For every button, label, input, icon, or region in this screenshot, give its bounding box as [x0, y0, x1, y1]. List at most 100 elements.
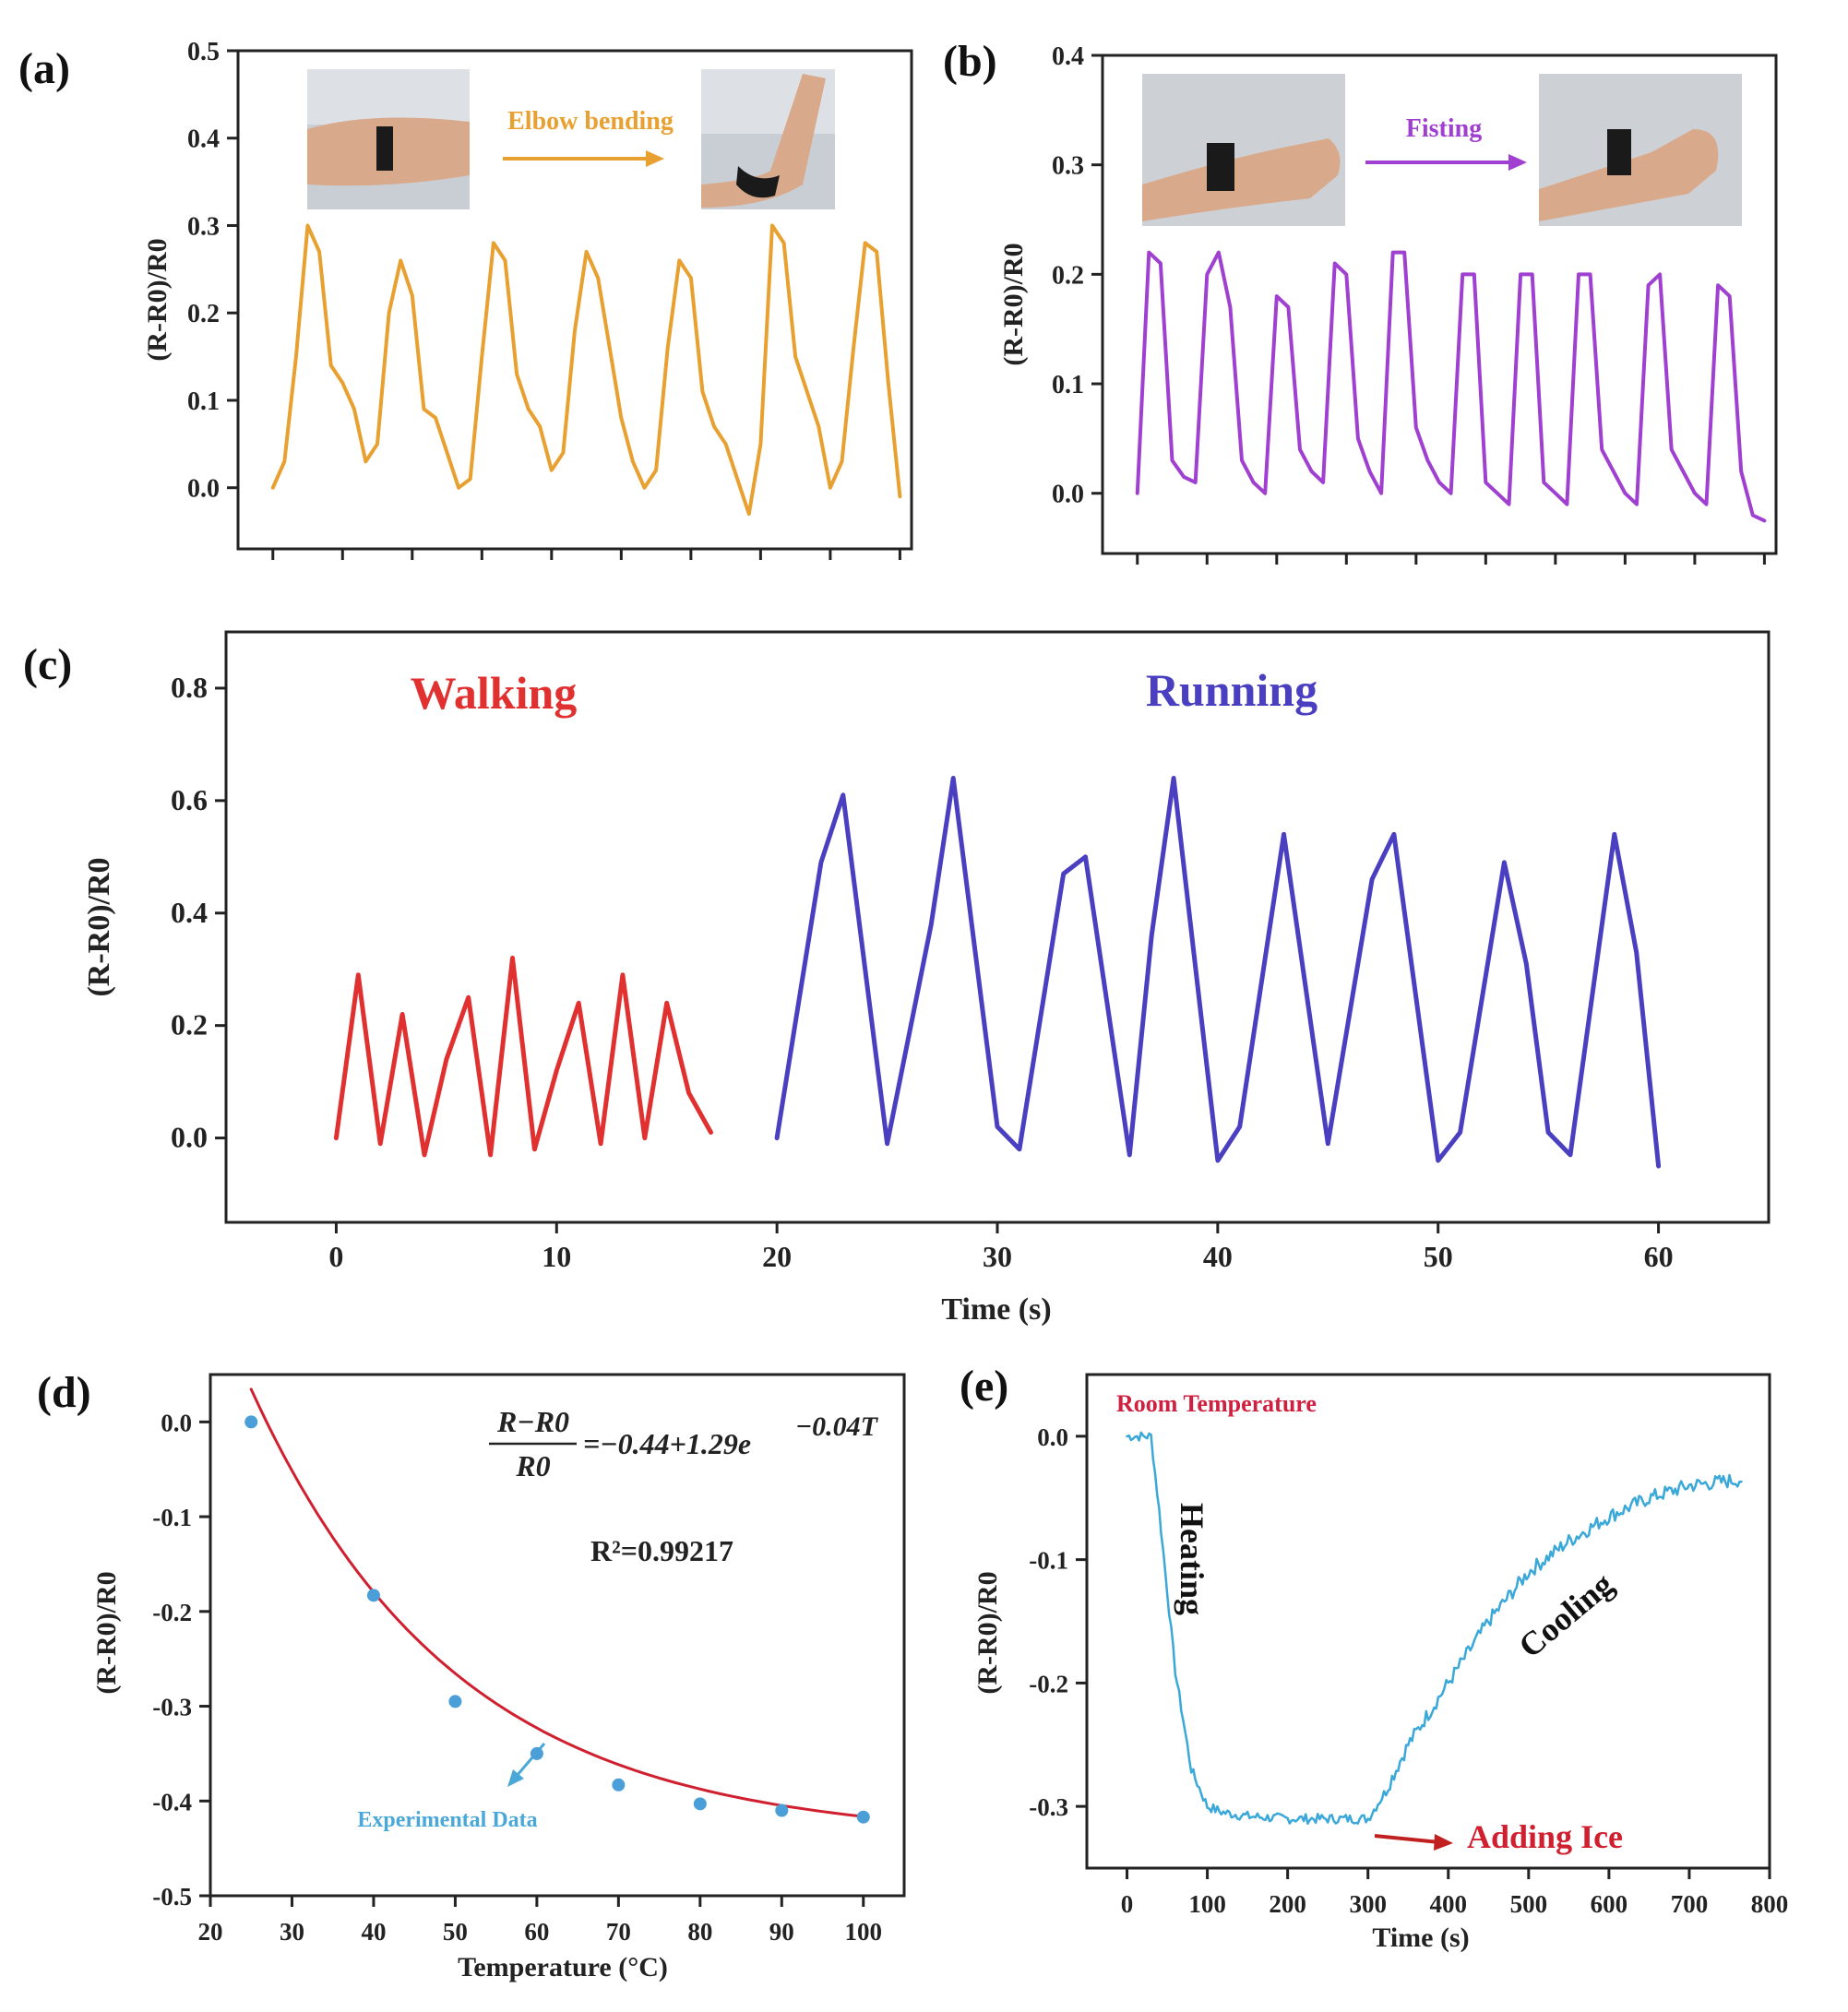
experimental-data-point — [448, 1695, 462, 1708]
fisting-annotation: Fisting — [1406, 114, 1482, 143]
y-tick-label: 0.8 — [171, 671, 208, 704]
experimental-data-point — [244, 1415, 258, 1429]
heating-annotation: Heating — [1174, 1503, 1210, 1615]
experimental-data-point — [693, 1797, 707, 1811]
panel-b-x-ticks — [1136, 554, 1766, 565]
panel-d-y-ticks: 0.0 -0.1 -0.2 -0.3 -0.4 -0.5 — [152, 1409, 210, 1911]
x-tick-label: 400 — [1430, 1890, 1468, 1918]
panel-c-plot-frame — [224, 630, 1771, 1224]
panel-c-y-axis-title: (R-R0)/R0 — [82, 857, 116, 996]
panel-e-data-marks — [1126, 1431, 1743, 1826]
r-squared-label: R²=0.99217 — [590, 1534, 733, 1567]
running-annotation: Running — [1146, 664, 1317, 716]
adding-ice-annotation: Adding Ice — [1467, 1818, 1623, 1855]
panel-c-x-ticks: 0 10 20 30 40 50 60 — [328, 1222, 1674, 1273]
elbow-bending-series-line — [270, 223, 902, 517]
y-tick-label: 0.0 — [1037, 1423, 1068, 1451]
y-tick-label: 0.3 — [187, 212, 220, 241]
panel-d: (d) 0.0 -0.1 -0.2 -0.3 -0.4 -0.5 20 30 40 50 60 70… — [37, 1368, 906, 1982]
panel-b-data-marks — [1135, 250, 1767, 523]
y-tick-label: 0.4 — [171, 896, 208, 929]
y-tick-label: 0.6 — [171, 783, 208, 816]
x-tick-label: 60 — [1644, 1240, 1674, 1273]
room-temperature-annotation: Room Temperature — [1116, 1390, 1317, 1417]
fit-equation-exponent: −0.04T — [795, 1411, 879, 1442]
panel-b: (b) 0.0 0.1 0.2 0.3 0.4 (R-R0)/R0 Fisting — [943, 37, 1778, 565]
experimental-data-point — [612, 1778, 626, 1792]
y-tick-label: 0.1 — [1052, 371, 1084, 399]
x-tick-label: 300 — [1349, 1890, 1387, 1918]
y-tick-label: -0.3 — [1029, 1793, 1068, 1821]
panel-a-y-axis-title: (R-R0)/R0 — [142, 238, 173, 361]
x-tick-label: 700 — [1671, 1890, 1709, 1918]
x-tick-label: 50 — [443, 1918, 468, 1946]
x-tick-label: 800 — [1751, 1890, 1789, 1918]
panel-c-y-ticks: 0.0 0.2 0.4 0.6 0.8 — [171, 671, 226, 1154]
y-tick-label: 0.3 — [1052, 152, 1084, 181]
x-tick-label: 600 — [1591, 1890, 1628, 1918]
x-tick-label: 70 — [606, 1918, 631, 1946]
fit-equation-rhs: =−0.44+1.29e — [583, 1427, 751, 1460]
panel-e: (e) 0.0 -0.1 -0.2 -0.3 0 100 200 300 400 500 600 7… — [960, 1362, 1788, 1953]
y-tick-label: 0.4 — [1052, 42, 1084, 71]
experimental-data-point — [775, 1804, 789, 1817]
fit-equation: R−R0 R0 =−0.44+1.29e −0.04T — [489, 1405, 879, 1482]
x-tick-label: 200 — [1269, 1890, 1306, 1918]
x-tick-label: 20 — [762, 1240, 792, 1273]
fisting-arrow — [1365, 154, 1527, 171]
y-tick-label: -0.3 — [152, 1694, 192, 1721]
fisting-series-line — [1135, 250, 1767, 523]
panel-b-y-axis-title: (R-R0)/R0 — [998, 243, 1029, 365]
x-tick-label: 0 — [1121, 1890, 1134, 1918]
adding-ice-arrow — [1374, 1834, 1453, 1851]
panel-d-y-axis-title: (R-R0)/R0 — [91, 1571, 122, 1694]
panel-e-x-axis-title: Time (s) — [1372, 1923, 1469, 1953]
walking-series-line — [333, 956, 713, 1158]
experimental-data-point — [530, 1746, 543, 1760]
y-tick-label: 0.4 — [187, 125, 220, 154]
fit-equation-numerator: R−R0 — [496, 1405, 569, 1438]
cooling-annotation: Cooling — [1511, 1566, 1620, 1665]
panel-label-b: (b) — [943, 37, 997, 86]
y-tick-label: -0.2 — [1029, 1670, 1068, 1697]
panel-e-x-ticks: 0 100 200 300 400 500 600 700 800 — [1121, 1868, 1788, 1918]
fist-closed-photo — [1539, 74, 1742, 226]
panel-b-y-ticks: 0.0 0.1 0.2 0.3 0.4 — [1052, 42, 1103, 509]
y-tick-label: 0.2 — [171, 1008, 208, 1042]
x-tick-label: 40 — [361, 1918, 386, 1946]
x-tick-label: 60 — [524, 1918, 549, 1946]
x-tick-label: 80 — [687, 1918, 712, 1946]
x-tick-label: 40 — [1203, 1240, 1233, 1273]
panel-e-plot-frame — [1085, 1373, 1771, 1870]
x-tick-label: 30 — [983, 1240, 1012, 1273]
x-tick-label: 90 — [769, 1918, 794, 1946]
panel-b-plot-frame — [1101, 54, 1778, 555]
y-tick-label: 0.2 — [1052, 261, 1084, 290]
panel-a-x-ticks — [271, 549, 901, 560]
y-tick-label: -0.1 — [1029, 1547, 1068, 1575]
elbow-bending-arrow — [503, 150, 664, 167]
panel-label-d: (d) — [37, 1368, 91, 1417]
panel-d-data-marks — [244, 1387, 870, 1824]
panel-a: (a) 0.0 0.1 0.2 0.3 0.4 0.5 (R-R0)/R0 Elbow b… — [18, 38, 913, 560]
x-tick-label: 0 — [328, 1240, 343, 1273]
panel-e-y-ticks: 0.0 -0.1 -0.2 -0.3 — [1029, 1423, 1087, 1821]
temperature-response-line — [1126, 1431, 1743, 1826]
panel-c-x-axis-title: Time (s) — [941, 1292, 1051, 1327]
y-tick-label: 0.0 — [161, 1409, 192, 1436]
y-tick-label: 0.1 — [187, 387, 220, 416]
elbow-bending-annotation: Elbow bending — [507, 107, 674, 136]
x-tick-label: 10 — [542, 1240, 571, 1273]
fist-open-photo — [1142, 74, 1345, 226]
elbow-straight-photo — [307, 69, 470, 209]
panel-c-data-marks — [333, 776, 1662, 1169]
x-tick-label: 50 — [1424, 1240, 1453, 1273]
x-tick-label: 20 — [198, 1918, 223, 1946]
panel-d-plot-frame — [209, 1373, 906, 1898]
fit-equation-denominator: R0 — [515, 1449, 550, 1482]
y-tick-label: -0.1 — [152, 1504, 192, 1531]
experimental-data-annotation: Experimental Data — [357, 1808, 537, 1832]
running-series-line — [774, 776, 1662, 1169]
